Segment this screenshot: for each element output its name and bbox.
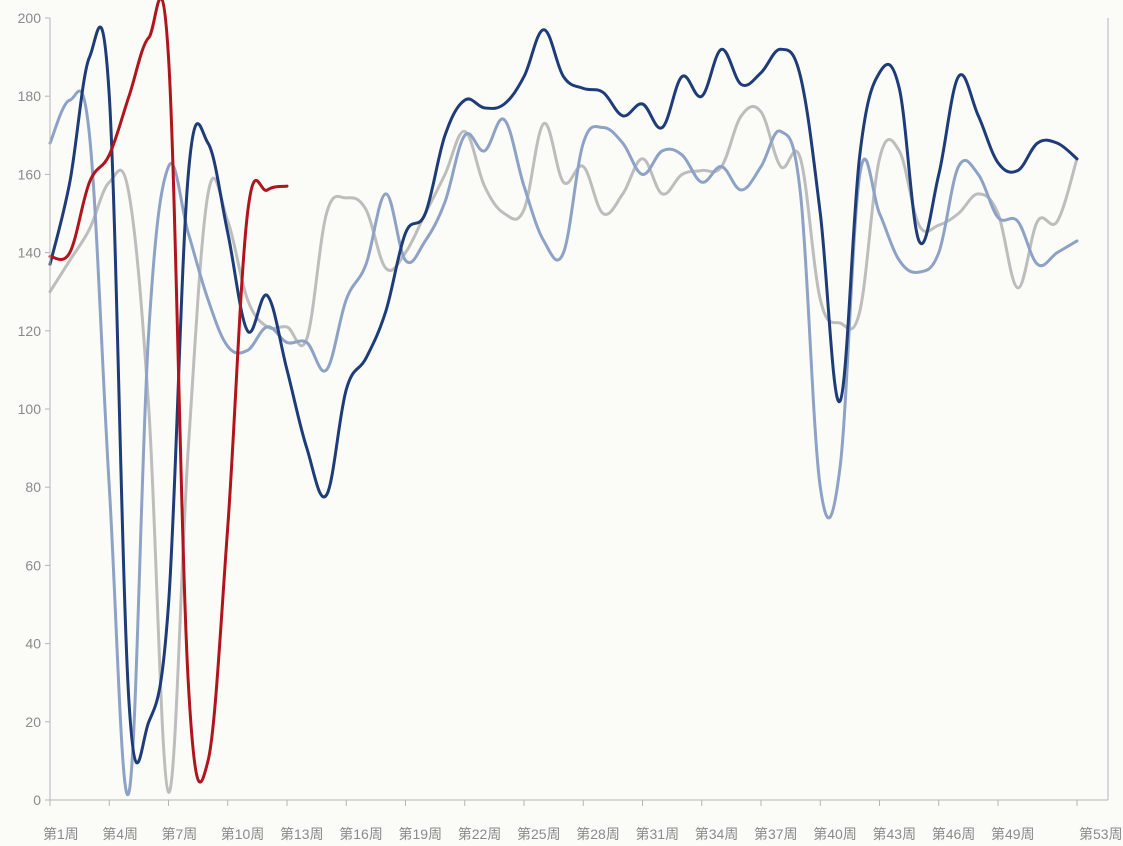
y-tick-label: 200 [18,10,42,26]
x-tick-label: 第19周 [399,826,443,842]
series-line-2 [48,89,1079,797]
y-tick-label: 60 [25,557,41,573]
series-line-3 [48,25,1079,765]
x-tick-label: 第37周 [754,826,798,842]
y-tick-label: 80 [25,479,41,495]
x-tick-label: 第46周 [932,826,976,842]
x-tick-label: 第7周 [162,826,198,842]
y-tick-label: 180 [18,88,42,104]
axes-layer [49,18,1109,801]
y-tick-label: 0 [33,792,41,808]
x-tick-label: 第4周 [102,826,138,842]
x-tick-label: 第13周 [280,826,324,842]
series-line-4 [48,0,289,784]
x-tick-label: 第28周 [576,826,620,842]
x-tick-label: 第22周 [458,826,502,842]
x-tick-label: 第10周 [221,826,265,842]
y-tick-label: 20 [25,714,41,730]
y-tick-label: 160 [18,166,42,182]
x-tick-label: 第31周 [636,826,680,842]
x-tick-label: 第16周 [339,826,383,842]
x-tick-label: 第1周 [43,826,79,842]
y-tick-label: 40 [25,636,41,652]
x-tick-label: 第40周 [813,826,857,842]
y-tick-label: 100 [18,401,42,417]
x-tick-label: 第53周 [1079,826,1123,842]
series-line-1 [48,104,1079,794]
ticks-layer: 0 20 40 60 80 100 120 140 160 180 200 第1周 第4周 第7周 第10周… [18,10,1123,842]
y-tick-label: 140 [18,245,42,261]
series-layer [48,0,1079,797]
x-tick-label: 第49周 [991,826,1035,842]
x-tick-label: 第34周 [695,826,739,842]
x-tick-label: 第25周 [517,826,561,842]
x-tick-label: 第43周 [873,826,917,842]
y-tick-label: 120 [18,323,42,339]
